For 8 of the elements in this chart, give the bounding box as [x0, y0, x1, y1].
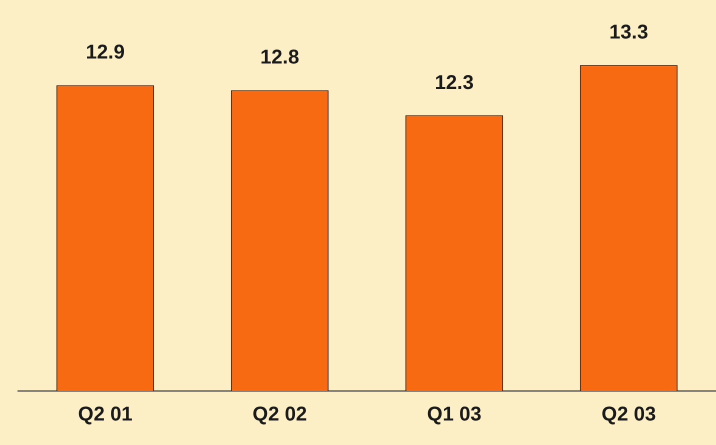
x-tick-label: Q1 03	[427, 404, 482, 426]
data-label: 12.8	[260, 46, 300, 69]
x-tick-label: Q2 01	[78, 404, 132, 426]
data-label: 12.9	[86, 42, 125, 64]
data-label: 12.3	[434, 72, 474, 94]
x-tick-label: Q2 03	[602, 404, 656, 426]
x-tick-label: Q2 02	[252, 404, 307, 426]
data-label: 13.3	[609, 22, 648, 44]
